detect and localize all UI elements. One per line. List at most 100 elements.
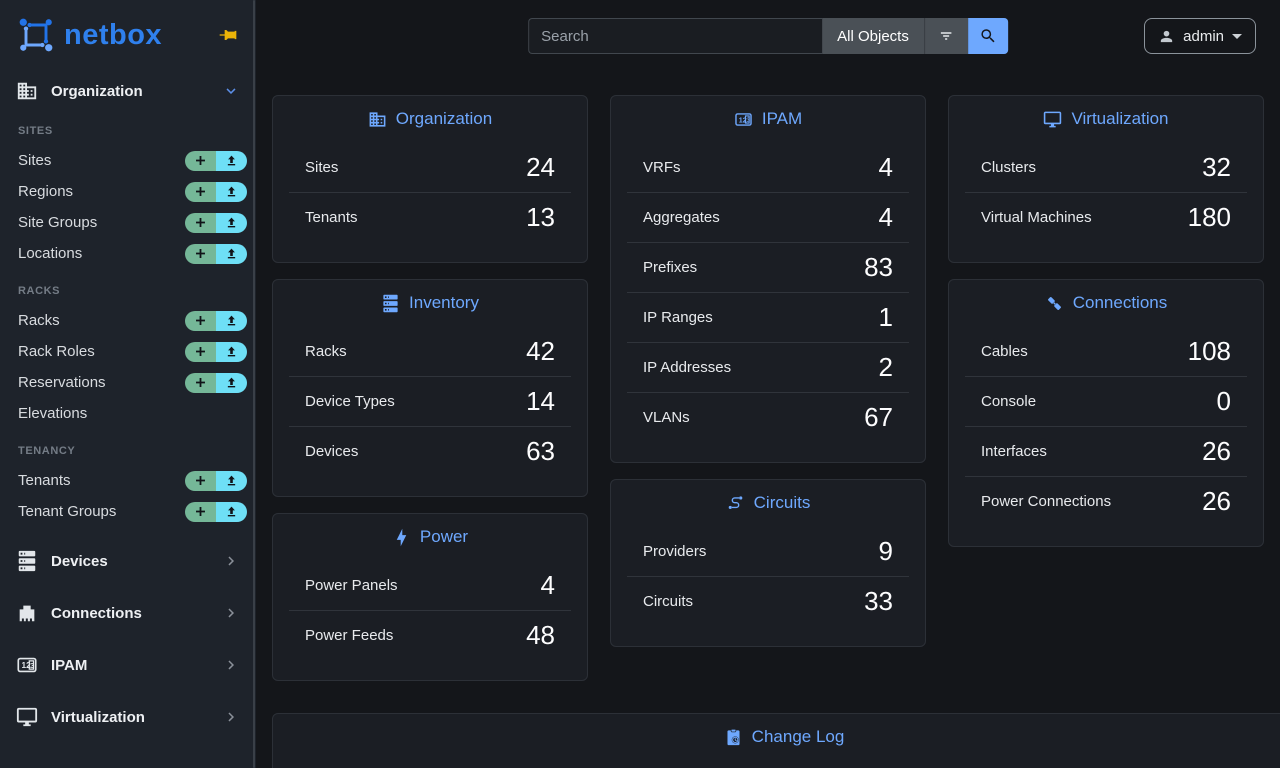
user-menu-button[interactable]: admin	[1144, 18, 1256, 54]
plus-icon	[196, 316, 205, 325]
sidebar-item-organization[interactable]: Organization	[0, 73, 256, 109]
add-button[interactable]	[185, 150, 216, 171]
svg-text:3: 3	[746, 116, 750, 123]
building-icon	[369, 111, 386, 127]
stat-label: IP Ranges	[643, 309, 713, 326]
monitor-icon	[16, 707, 38, 727]
sidebar-pin-button[interactable]	[218, 25, 238, 45]
sub-item-label[interactable]: Tenant Groups	[18, 503, 117, 520]
stat-label: Device Types	[305, 393, 395, 410]
card-organization: Organization Sites 24 Tenants 13	[272, 95, 588, 263]
import-button[interactable]	[216, 150, 247, 171]
pin-icon	[219, 30, 237, 40]
sidebar-item-connections[interactable]: Connections	[0, 591, 256, 635]
stat-row-virtual-machines: Virtual Machines 180	[965, 192, 1247, 242]
stat-value[interactable]: 2	[878, 352, 893, 382]
sub-item-label[interactable]: Racks	[18, 312, 60, 329]
stat-row-device-types: Device Types 14	[289, 376, 571, 426]
stat-label: Tenants	[305, 209, 358, 226]
import-button[interactable]	[216, 341, 247, 362]
stat-label: Console	[981, 393, 1037, 410]
import-button[interactable]	[216, 212, 247, 233]
stat-value[interactable]: 26	[1202, 486, 1231, 516]
stat-value[interactable]: 24	[526, 151, 555, 182]
sidebar-item-racks: Racks	[0, 305, 256, 336]
stat-value[interactable]: 13	[526, 202, 555, 232]
logo-text[interactable]: netbox	[64, 18, 163, 51]
stat-label: Power Connections	[981, 493, 1112, 510]
import-button[interactable]	[216, 501, 247, 522]
stat-value[interactable]: 4	[540, 569, 555, 600]
svg-text:12: 12	[739, 116, 747, 124]
sub-item-label[interactable]: Locations	[18, 245, 83, 262]
import-button[interactable]	[216, 243, 247, 264]
stat-value[interactable]: 26	[1202, 436, 1231, 466]
dashboard-column: Organization Sites 24 Tenants 13	[272, 95, 588, 697]
card-title: Virtualization	[1071, 109, 1169, 128]
sub-item-label[interactable]: Reservations	[18, 374, 106, 391]
sidebar-item-devices[interactable]: Devices	[0, 539, 256, 583]
sidebar-item-virtualization[interactable]: Virtualization	[0, 695, 256, 739]
chevron-right-icon	[228, 712, 234, 722]
stat-label: Clusters	[981, 158, 1037, 176]
add-button[interactable]	[185, 310, 216, 331]
stat-row-providers: Providers 9	[627, 526, 909, 576]
search-input[interactable]	[528, 18, 823, 54]
stat-value[interactable]: 108	[1187, 335, 1231, 366]
import-button[interactable]	[216, 372, 247, 393]
search-button[interactable]	[967, 18, 1008, 54]
import-button[interactable]	[216, 470, 247, 491]
sub-item-label[interactable]: Tenants	[18, 472, 71, 489]
search-scope-button[interactable]: All Objects	[822, 18, 924, 54]
stat-value[interactable]: 9	[878, 535, 893, 566]
upload-icon	[227, 315, 236, 326]
add-button[interactable]	[185, 470, 216, 491]
stat-value[interactable]: 67	[864, 402, 893, 432]
import-button[interactable]	[216, 310, 247, 331]
filter-button[interactable]	[923, 18, 968, 54]
add-button[interactable]	[185, 341, 216, 362]
stat-value[interactable]: 180	[1187, 202, 1231, 232]
card-circuits: Circuits Providers 9 Circuits 33	[610, 479, 926, 647]
stat-label: Virtual Machines	[981, 209, 1092, 226]
sidebar-item-ipam[interactable]: 12 3 IPAM	[0, 643, 256, 687]
sidebar-item-tenants: Tenants	[0, 465, 256, 496]
sub-item-label[interactable]: Rack Roles	[18, 343, 95, 360]
stat-value[interactable]: 4	[878, 151, 893, 182]
sidebar-item-sites: Sites	[0, 145, 256, 176]
stat-value[interactable]: 42	[526, 335, 555, 366]
stat-label: IP Addresses	[643, 359, 732, 376]
sub-item-label[interactable]: Site Groups	[18, 214, 98, 231]
stat-value[interactable]: 32	[1202, 151, 1231, 182]
add-button[interactable]	[185, 212, 216, 233]
card-header: Virtualization	[949, 96, 1263, 142]
stat-value[interactable]: 4	[878, 202, 893, 232]
add-button[interactable]	[185, 501, 216, 522]
dashboard-grid: Organization Sites 24 Tenants 13	[256, 72, 1280, 697]
sub-item-label[interactable]: Sites	[18, 152, 52, 169]
import-button[interactable]	[216, 181, 247, 202]
sub-item-label[interactable]: Elevations	[18, 405, 88, 422]
chevron-right-icon	[228, 556, 234, 566]
sidebar-scrollbar[interactable]	[253, 0, 255, 768]
add-button[interactable]	[185, 243, 216, 264]
card-header: 12 3 IPAM	[611, 96, 925, 142]
stat-value[interactable]: 1	[878, 302, 893, 332]
stat-value[interactable]: 33	[864, 586, 893, 616]
stat-value[interactable]: 48	[526, 620, 555, 650]
plus-icon	[196, 187, 205, 196]
upload-icon	[227, 217, 236, 228]
sub-item-label[interactable]: Regions	[18, 183, 74, 200]
card-header: Organization	[273, 96, 587, 142]
stat-value[interactable]: 83	[864, 252, 893, 282]
add-button[interactable]	[185, 372, 216, 393]
sidebar-section-sites: SITES	[18, 125, 53, 137]
stat-value[interactable]: 0	[1216, 386, 1231, 416]
plus-icon	[196, 476, 205, 485]
stat-value[interactable]: 63	[526, 436, 555, 466]
add-button[interactable]	[185, 181, 216, 202]
stat-value[interactable]: 14	[526, 386, 555, 416]
caret-down-icon	[1232, 33, 1242, 39]
sidebar-item-label: Connections	[51, 604, 142, 622]
